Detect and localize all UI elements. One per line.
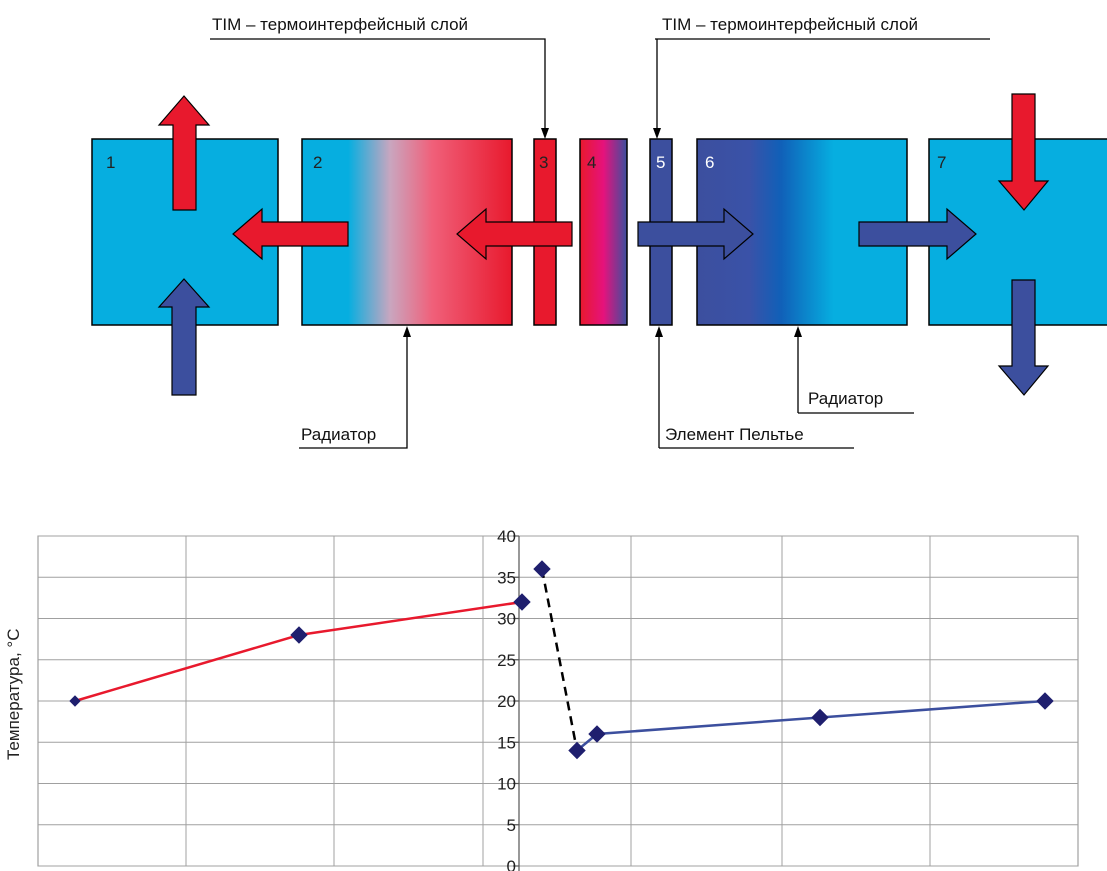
chart-data-point (588, 725, 606, 743)
block-6-number: 6 (705, 153, 714, 172)
chart-y-tick-label: 25 (497, 651, 516, 670)
block-5-number: 5 (656, 153, 665, 172)
temperature-chart: 0 5 10 15 20 25 30 35 40 (37, 527, 1079, 871)
chart-data-point (533, 560, 551, 578)
chart-y-tick-label: 10 (497, 775, 516, 794)
chart-y-tick-label: 30 (497, 610, 516, 629)
cold-right-arrow-2-icon (858, 207, 977, 261)
chart-y-axis-label: Температура, °C (4, 629, 23, 760)
chart-y-tick-label: 5 (507, 816, 516, 835)
chart-data-point (290, 626, 308, 644)
block-4-number: 4 (587, 153, 596, 172)
radiator-label-left: Радиатор (301, 425, 376, 444)
tim-label-right: TIM – термоинтерфейсный слой (662, 15, 918, 34)
block-2-number: 2 (313, 153, 322, 172)
chart-data-point (513, 593, 531, 611)
chart-y-tick-label: 35 (497, 568, 516, 587)
radiator-label-right: Радиатор (808, 389, 883, 408)
peltier-label: Элемент Пельтье (665, 425, 804, 444)
chart-series-line-2 (576, 699, 1046, 752)
block-3-number: 3 (539, 153, 548, 172)
leader-lines (210, 38, 990, 449)
chart-data-point (568, 741, 586, 760)
chart-data-point (69, 695, 81, 707)
chart-series-line-1 (540, 568, 579, 751)
block-1-number: 1 (106, 153, 115, 172)
heat-left-arrow-2-icon (456, 207, 573, 261)
tim-label-left: TIM – термоинтерфейсный слой (212, 15, 468, 34)
cool-in-up-arrow-icon (157, 278, 211, 396)
cold-right-arrow-icon (637, 207, 754, 261)
chart-data-point (811, 708, 829, 727)
chart-y-tick-label: 20 (497, 692, 516, 711)
heat-left-arrow-icon (232, 207, 349, 261)
block-7-number: 7 (937, 153, 946, 172)
chart-y-tick-label: 40 (497, 527, 516, 546)
chart-y-tick-label: 0 (507, 857, 516, 871)
block-4-peltier (579, 138, 628, 326)
chart-y-tick-label: 15 (497, 733, 516, 752)
chart-data-point (1036, 692, 1054, 710)
leader-arrowheads (403, 128, 802, 337)
heat-in-down-arrow-icon (997, 93, 1050, 211)
heat-out-up-arrow-icon (157, 95, 211, 211)
cool-out-down-arrow-icon (997, 279, 1050, 396)
